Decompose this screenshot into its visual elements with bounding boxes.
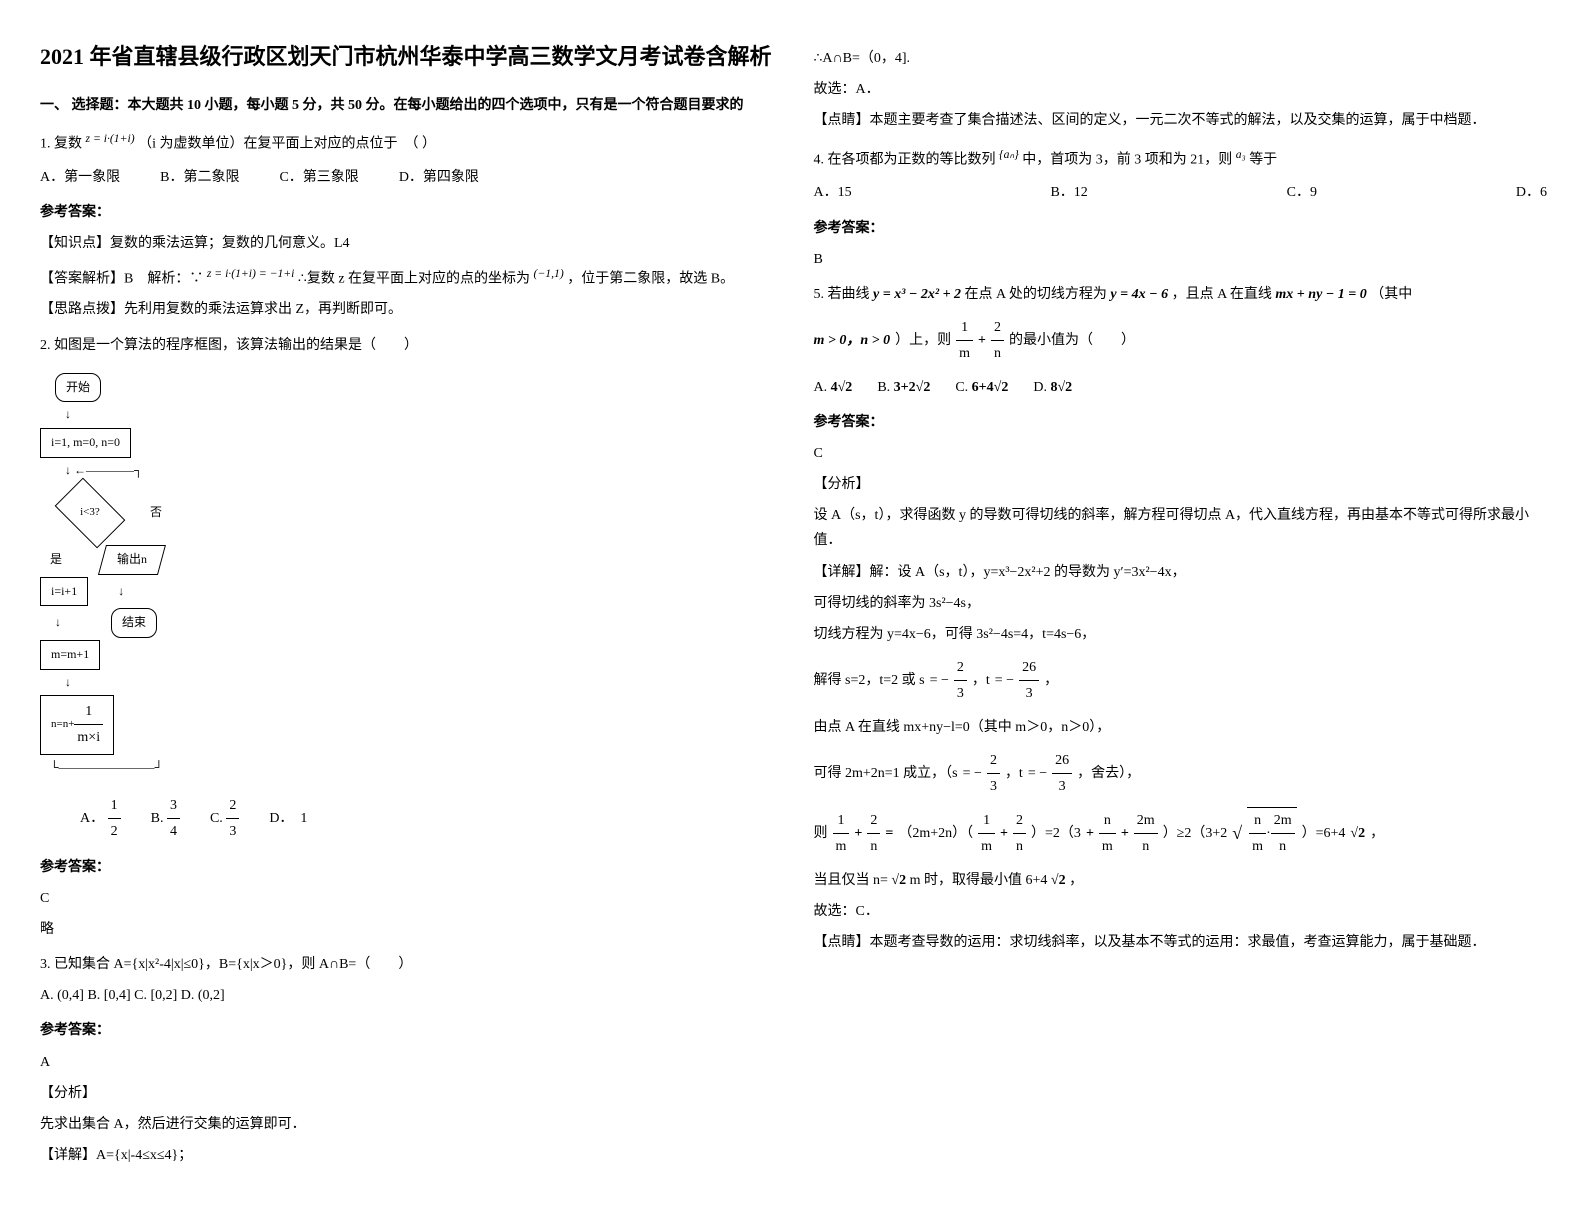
- q1-stem: 1. 复数 z = i·(1+i) （i 为虚数单位）在复平面上对应的点位于 （…: [40, 128, 774, 157]
- flow-step1-row: i=i+1 ↓: [40, 577, 124, 607]
- q5-step3: 解得 s=2，t=2 或 s = − 23 ，t = − 263 ，: [814, 655, 1548, 706]
- q5-step7: 当且仅当 n= √2 m 时，取得最小值 6+4 √2 ，: [814, 868, 1548, 893]
- q2-opt-b: B. 34: [151, 793, 180, 844]
- q1-analysis: 【答案解析】B 解析：∵ z = i·(1+i) = −1+i ∴复数 z 在复…: [40, 263, 774, 292]
- q2-answer-label: 参考答案：: [40, 855, 774, 880]
- q3-result1: ∴A∩B=（0，4].: [814, 46, 1548, 71]
- flow-arrow-icon: ↓ ←――――┐: [65, 460, 143, 482]
- q3-analysis: 先求出集合 A，然后进行交集的运算即可．: [40, 1112, 774, 1137]
- q2-brief: 略: [40, 917, 774, 942]
- q5-opt-d: D. 8√2: [1033, 375, 1072, 400]
- flow-arrow-icon: ↓: [65, 404, 71, 426]
- page-title: 2021 年省直辖县级行政区划天门市杭州华泰中学高三数学文月考试卷含解析: [40, 40, 774, 73]
- q1-opt-d: D．第四象限: [399, 165, 479, 190]
- flow-output: 输出n: [98, 545, 166, 575]
- q5-opt-b: B. 3+2√2: [877, 375, 930, 400]
- q5-stem: 5. 若曲线 y = x³ − 2x² + 2 在点 A 处的切线方程为 y =…: [814, 282, 1548, 307]
- question-1: 1. 复数 z = i·(1+i) （i 为虚数单位）在复平面上对应的点位于 （…: [40, 128, 774, 322]
- q5-step1: 可得切线的斜率为 3s²−4s，: [814, 591, 1548, 616]
- left-column: 2021 年省直辖县级行政区划天门市杭州华泰中学高三数学文月考试卷含解析 一、 …: [40, 40, 774, 1178]
- q2-opt-c: C. 23: [210, 793, 239, 844]
- q5-conclusion: 故选：C．: [814, 899, 1548, 924]
- q5-analysis-label: 【分析】: [814, 472, 1548, 497]
- q4-opt-b: B．12: [1050, 180, 1087, 205]
- flow-end-row: ↓ 结束: [40, 608, 157, 638]
- section-header: 一、 选择题：本大题共 10 小题，每小题 5 分，共 50 分。在每小题给出的…: [40, 93, 774, 118]
- q3-result2: 故选：A．: [814, 77, 1548, 102]
- q2-opt-a: A． 12: [80, 793, 121, 844]
- q1-opt-b: B．第二象限: [160, 165, 239, 190]
- q4-answer-label: 参考答案：: [814, 216, 1548, 241]
- q4-answer: B: [814, 247, 1548, 272]
- q1-hint: 【思路点拨】先利用复数的乘法运算求出 Z，再判断即可。: [40, 297, 774, 322]
- q2-opt-d: D． 1: [269, 806, 307, 831]
- q3-answer-label: 参考答案：: [40, 1018, 774, 1043]
- q5-answer-label: 参考答案：: [814, 410, 1548, 435]
- q5-step5: 可得 2m+2n=1 成立，（s = − 23 ，t = − 263 ，舍去），: [814, 748, 1548, 799]
- q3-opt-c: C. [0,2]: [134, 988, 177, 1003]
- q4-options: A．15 B．12 C．9 D．6: [814, 180, 1548, 205]
- q2-stem: 2. 如图是一个算法的程序框图，该算法输出的结果是（ ）: [40, 333, 774, 358]
- q5-options: A. 4√2 B. 3+2√2 C. 6+4√2 D. 8√2: [814, 375, 1548, 400]
- q5-comment: 【点睛】本题考查导数的运用：求切线斜率，以及基本不等式的运用：求最值，考查运算能…: [814, 930, 1548, 955]
- q3-opt-a: A. (0,4]: [40, 988, 84, 1003]
- q1-knowledge: 【知识点】复数的乘法运算；复数的几何意义。L4: [40, 231, 774, 256]
- q1-opt-a: A．第一象限: [40, 165, 120, 190]
- q3-comment: 【点睛】本题主要考查了集合描述法、区间的定义，一元二次不等式的解法，以及交集的运…: [814, 108, 1548, 133]
- q1-opt-c: C．第三象限: [279, 165, 358, 190]
- q3-opt-b: B. [0,4]: [87, 988, 130, 1003]
- flow-init: i=1, m=0, n=0: [40, 428, 131, 458]
- q3-analysis-label: 【分析】: [40, 1081, 774, 1106]
- q5-analysis: 设 A（s，t），求得函数 y 的导数可得切线的斜率，解方程可得切点 A，代入直…: [814, 503, 1548, 553]
- q5-step6: 则 1m + 2n = （2m+2n）（ 1m + 2n ）=2（3 + nm …: [814, 807, 1548, 859]
- q4-opt-c: C．9: [1287, 180, 1317, 205]
- q5-step2: 切线方程为 y=4x−6，可得 3s²−4s=4，t=4s−6，: [814, 622, 1548, 647]
- q2-answer: C: [40, 886, 774, 911]
- q3-options: A. (0,4] B. [0,4] C. [0,2] D. (0,2]: [40, 983, 774, 1008]
- q4-opt-a: A．15: [814, 180, 852, 205]
- q1-options: A．第一象限 B．第二象限 C．第三象限 D．第四象限: [40, 165, 774, 190]
- q5-opt-c: C. 6+4√2: [955, 375, 1008, 400]
- q5-detail-label: 【详解】解：设 A（s，t），y=x³−2x²+2 的导数为 y′=3x²−4x…: [814, 560, 1548, 585]
- flow-start: 开始: [55, 373, 101, 403]
- page-container: 2021 年省直辖县级行政区划天门市杭州华泰中学高三数学文月考试卷含解析 一、 …: [40, 40, 1547, 1178]
- q5-answer: C: [814, 441, 1548, 466]
- q5-step4: 由点 A 在直线 mx+ny−l=0（其中 m＞0，n＞0），: [814, 715, 1548, 740]
- q3-answer: A: [40, 1050, 774, 1075]
- flow-yes-row: 是 输出n: [40, 545, 162, 575]
- flowchart: 开始 ↓ i=1, m=0, n=0 ↓ ←――――┐ i<3? 否 是 输出n…: [40, 373, 774, 778]
- flow-step3: n=n+1m×i: [40, 695, 114, 754]
- q3-stem: 3. 已知集合 A={x|x²-4|x|≤0}，B={x|x＞0}，则 A∩B=…: [40, 952, 774, 977]
- flow-no-label: 否: [150, 502, 162, 524]
- q5-cond-row: m > 0，n > 0 ）上，则 1m + 2n 的最小值为（ ）: [814, 315, 1548, 366]
- flow-condition: i<3?: [55, 478, 126, 549]
- q1-answer-label: 参考答案：: [40, 200, 774, 225]
- flow-step1: i=i+1: [40, 577, 88, 607]
- flow-end: 结束: [111, 608, 157, 638]
- q3-detail: 【详解】A={x|-4≤x≤4}；: [40, 1143, 774, 1168]
- right-column: ∴A∩B=（0，4]. 故选：A． 【点睛】本题主要考查了集合描述法、区间的定义…: [814, 40, 1548, 1178]
- flow-arrow-icon: ↓: [65, 672, 71, 694]
- q4-opt-d: D．6: [1516, 180, 1547, 205]
- q3-opt-d: D. (0,2]: [181, 988, 225, 1003]
- q5-opt-a: A. 4√2: [814, 375, 853, 400]
- question-2: 2. 如图是一个算法的程序框图，该算法输出的结果是（ ） 开始 ↓ i=1, m…: [40, 333, 774, 942]
- question-3: 3. 已知集合 A={x|x²-4|x|≤0}，B={x|x＞0}，则 A∩B=…: [40, 952, 774, 1168]
- flow-cond-row: i<3? 否: [40, 483, 162, 543]
- flow-step2: m=m+1: [40, 640, 100, 670]
- q2-options: A． 12 B. 34 C. 23 D． 1: [80, 793, 774, 844]
- question-5: 5. 若曲线 y = x³ − 2x² + 2 在点 A 处的切线方程为 y =…: [814, 282, 1548, 955]
- q4-stem: 4. 在各项都为正数的等比数列 {aₙ} 中，首项为 3，前 3 项和为 21，…: [814, 144, 1548, 173]
- flow-yes-label: 是: [50, 549, 62, 571]
- question-4: 4. 在各项都为正数的等比数列 {aₙ} 中，首项为 3，前 3 项和为 21，…: [814, 144, 1548, 272]
